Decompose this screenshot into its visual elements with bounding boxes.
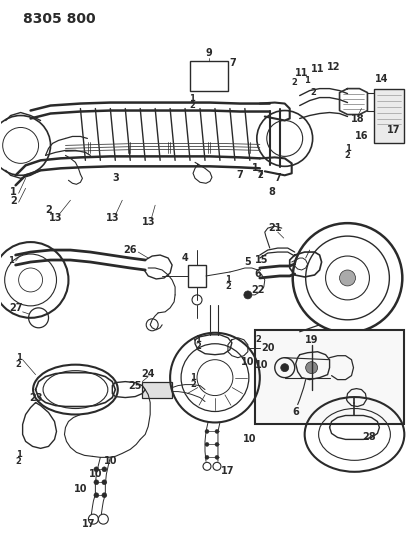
Circle shape	[204, 430, 209, 433]
Text: 2: 2	[189, 101, 195, 110]
Text: 2: 2	[16, 360, 22, 369]
Text: 1: 1	[303, 76, 309, 85]
Text: 13: 13	[49, 213, 62, 223]
Text: 6: 6	[254, 269, 261, 279]
Bar	[188, 265, 205, 287]
Text: 1: 1	[10, 187, 17, 197]
Text: 10: 10	[103, 456, 117, 466]
Text: 13: 13	[105, 213, 119, 223]
Text: 1: 1	[251, 163, 258, 173]
Text: 7: 7	[256, 171, 263, 180]
Text: 12: 12	[326, 62, 339, 71]
Circle shape	[204, 455, 209, 459]
Bar	[142, 382, 172, 398]
Circle shape	[280, 364, 288, 372]
Text: 1: 1	[225, 276, 230, 285]
Text: 15: 15	[254, 255, 268, 265]
Text: 7: 7	[274, 173, 281, 183]
Circle shape	[101, 480, 107, 484]
Text: 10: 10	[243, 434, 256, 445]
Circle shape	[94, 467, 99, 472]
Text: 28: 28	[362, 432, 375, 442]
Text: 17: 17	[81, 519, 95, 529]
Text: 2: 2	[256, 171, 262, 180]
Text: 1: 1	[8, 255, 13, 264]
Text: 20: 20	[261, 343, 274, 353]
Text: 11: 11	[310, 63, 324, 74]
Text: 11: 11	[294, 68, 308, 78]
Circle shape	[305, 362, 317, 374]
Text: 6: 6	[292, 407, 298, 416]
Text: 10: 10	[240, 357, 254, 367]
Text: 10: 10	[74, 484, 87, 494]
Text: 21: 21	[267, 223, 281, 233]
Circle shape	[101, 492, 107, 498]
Circle shape	[214, 430, 218, 433]
Text: 2: 2	[190, 380, 196, 389]
Text: 14: 14	[374, 74, 387, 84]
Text: 9: 9	[205, 48, 212, 58]
Text: 27: 27	[9, 303, 22, 313]
Text: 19: 19	[304, 335, 318, 345]
Text: 10: 10	[254, 360, 268, 370]
Circle shape	[204, 442, 209, 447]
Text: 17: 17	[386, 125, 399, 135]
Text: 4: 4	[181, 253, 188, 263]
Text: 22: 22	[250, 285, 264, 295]
Text: 5: 5	[244, 257, 251, 267]
Text: 2: 2	[225, 282, 230, 292]
Text: 3: 3	[112, 173, 118, 183]
Text: 1: 1	[16, 353, 22, 362]
Text: 2: 2	[291, 78, 297, 87]
Text: 7: 7	[229, 58, 236, 68]
Text: 24: 24	[141, 369, 155, 378]
Circle shape	[94, 480, 99, 484]
Text: 1: 1	[344, 144, 350, 153]
Text: 1: 1	[195, 335, 200, 344]
Text: 2: 2	[45, 205, 52, 215]
Circle shape	[101, 467, 107, 472]
Text: 18: 18	[350, 114, 364, 124]
Circle shape	[214, 442, 218, 447]
Text: 17: 17	[220, 466, 234, 477]
Text: 1: 1	[189, 94, 195, 103]
Circle shape	[243, 291, 251, 299]
Text: 2: 2	[10, 196, 17, 206]
Text: 2: 2	[195, 342, 200, 351]
Text: 8: 8	[267, 187, 274, 197]
Text: 1: 1	[190, 373, 196, 382]
Text: 7: 7	[236, 171, 243, 180]
Text: 2: 2	[16, 457, 22, 466]
Circle shape	[339, 270, 355, 286]
Bar	[373, 88, 403, 143]
Bar	[190, 61, 227, 91]
Circle shape	[214, 455, 218, 459]
Text: 13: 13	[141, 217, 155, 227]
Text: 2: 2	[344, 151, 350, 160]
Bar	[254, 330, 403, 424]
Circle shape	[94, 492, 99, 498]
Text: 26: 26	[123, 245, 137, 255]
Text: 23: 23	[29, 393, 42, 402]
Text: 10: 10	[88, 469, 102, 479]
Text: 1: 1	[16, 450, 22, 459]
Text: 8305 800: 8305 800	[22, 12, 95, 26]
Text: 2: 2	[310, 88, 316, 97]
Text: 2: 2	[254, 335, 260, 344]
Text: 16: 16	[354, 132, 367, 141]
Text: 25: 25	[128, 381, 142, 391]
